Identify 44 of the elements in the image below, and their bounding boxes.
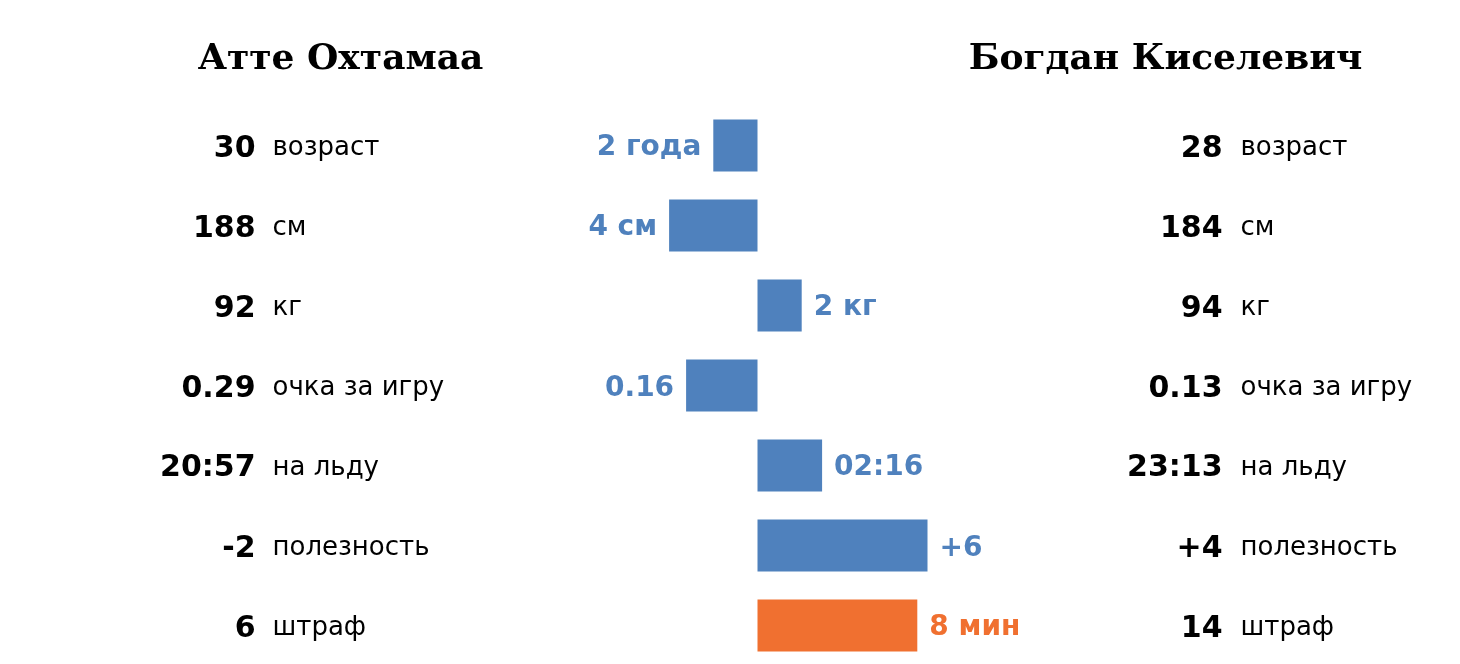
category-label: см [1240,210,1275,241]
category-label: штраф [1240,610,1335,641]
annotation: 2 кг [813,289,877,322]
bar [757,439,823,492]
annotation: +6 [939,530,983,563]
annotation: 4 см [588,209,658,242]
annotation: 02:16 [834,449,924,482]
text: +4 [1176,528,1223,564]
y-tick-label: штраф [272,610,367,641]
text: -2 [222,528,256,564]
text: 94 [1180,288,1223,324]
text: 184 [1159,208,1223,244]
text: Атте Охтамаа [197,34,484,77]
text: Богдан Киселевич [968,34,1363,77]
category-label: полезность [1240,530,1398,561]
text: 92 [213,288,256,324]
text: 28 [1180,128,1223,164]
category-label: на льду [1240,450,1348,481]
text: 20:57 [160,448,256,483]
category-label: кг [1240,290,1270,321]
bar [757,279,802,332]
text: 0.29 [181,368,256,404]
bar [686,359,758,412]
y-tick-label: см [272,210,307,241]
bar [669,199,758,252]
annotation: 0.16 [605,370,675,403]
text: 14 [1180,608,1223,644]
y-tick-label: очка за игру [272,370,445,401]
y-tick-label: на льду [272,450,380,481]
category-label: возраст [1240,130,1348,161]
text: 30 [213,128,256,164]
y-tick-label: возраст [272,130,380,161]
y-tick-label: полезность [272,530,430,561]
text: 188 [192,208,256,244]
category-label: очка за игру [1240,370,1413,401]
bar [757,599,918,652]
bar [757,519,928,572]
text: 23:13 [1127,448,1223,483]
text: 0.13 [1148,368,1223,404]
annotation: 2 года [596,129,702,162]
bar [713,119,758,172]
annotation: 8 мин [929,609,1021,642]
text: 6 [234,608,256,644]
y-tick-label: кг [272,290,302,321]
